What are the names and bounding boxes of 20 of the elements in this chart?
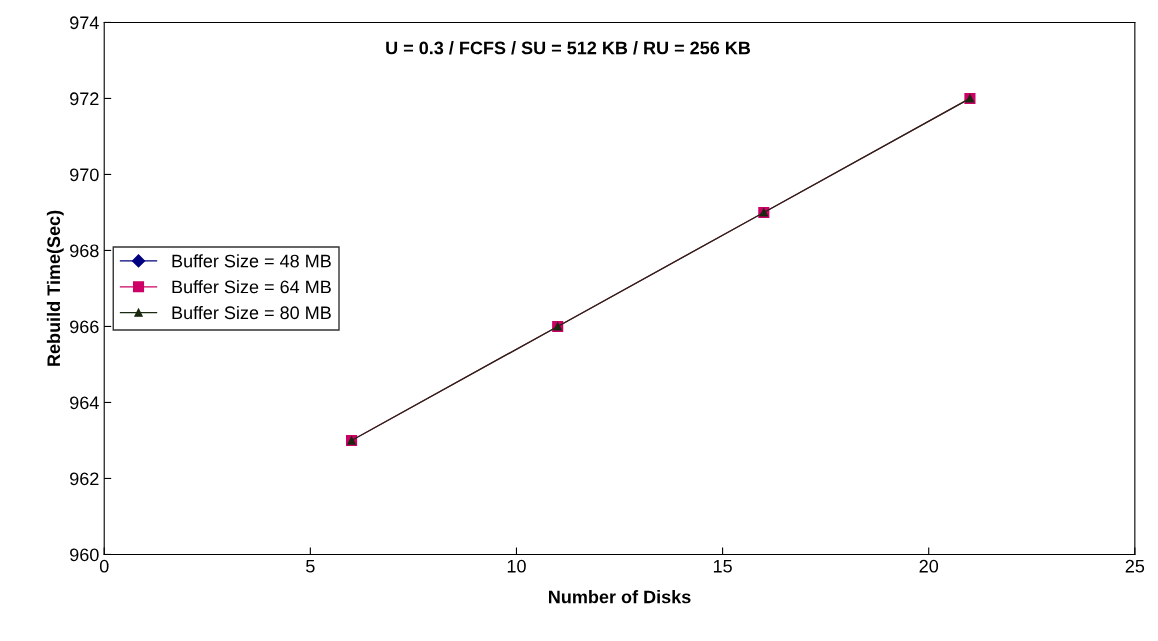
x-axis-title: Number of Disks [549, 590, 691, 604]
x-tick-label: 10 [507, 559, 526, 573]
x-tick-label: 20 [919, 559, 939, 573]
y-tick-label: 966 [70, 320, 99, 334]
x-tick-label: 15 [713, 559, 732, 573]
x-tick-label: 5 [306, 559, 315, 573]
y-tick-label: 970 [70, 168, 99, 182]
y-tick-label: 960 [70, 548, 99, 562]
y-tick-label: 962 [70, 472, 99, 486]
x-tick-label: 0 [99, 559, 109, 573]
legend-label: Buffer Size = 48 MB [172, 254, 331, 268]
text: U = 0.3 / FCFS / SU = 512 KB / RU = 256 KB [386, 41, 751, 55]
y-tick-label: 968 [70, 244, 99, 258]
x-tick-label: 25 [1125, 559, 1145, 573]
legend-label: Buffer Size = 64 MB [172, 280, 331, 294]
legend-label: Buffer Size = 80 MB [172, 305, 331, 320]
y-tick-label: 974 [70, 16, 99, 30]
y-tick-label: 972 [70, 92, 99, 106]
y-tick-label: 964 [70, 396, 99, 410]
y-axis-title: Rebuild Time(Sec) [46, 210, 64, 366]
